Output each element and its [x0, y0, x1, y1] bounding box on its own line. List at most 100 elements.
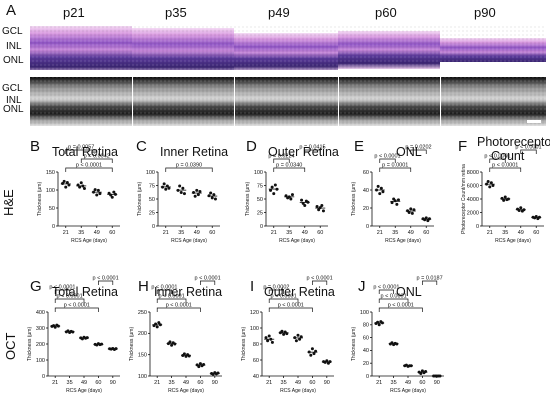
p-value-label: p < 0.0001: [484, 154, 510, 160]
y-tick-label: 100: [254, 170, 263, 176]
p-value-label: p < 0.0001: [278, 303, 304, 309]
y-tick-label: 0: [52, 224, 55, 230]
panel-letter: G: [30, 278, 42, 295]
y-axis-label: Thickness (µm): [351, 327, 357, 362]
y-tick-label: 20: [363, 361, 369, 367]
data-point: [310, 347, 314, 351]
y-axis-label: Thickness (µm): [245, 182, 251, 217]
x-tick-label: 60: [419, 380, 425, 386]
panel-letter-a: A: [6, 2, 17, 19]
data-point: [486, 179, 490, 183]
data-point: [522, 208, 526, 212]
p-value-label: p < 0.0001: [57, 294, 83, 300]
data-point: [170, 343, 174, 347]
y-axis-label: Thickness (µm): [129, 327, 135, 362]
panel-letter: F: [458, 138, 468, 155]
x-tick-label: 35: [286, 230, 292, 236]
data-point: [182, 192, 186, 196]
p-value-label: p < 0.0001: [515, 145, 541, 151]
x-tick-label: 21: [377, 230, 383, 236]
significance-bracket: [304, 149, 321, 154]
y-tick-label: 8000: [467, 170, 479, 176]
significance-bracket: [156, 307, 201, 312]
x-axis-label: RCS Age (days): [495, 238, 531, 244]
data-point: [307, 350, 311, 354]
data-point: [275, 187, 279, 191]
significance-bracket: [98, 280, 114, 285]
data-point: [95, 193, 99, 197]
x-tick-label: 90: [110, 380, 116, 386]
data-point: [158, 323, 162, 327]
data-point: [537, 215, 541, 219]
chart-title: Total Retina: [52, 285, 119, 299]
data-point: [489, 181, 493, 185]
data-point: [303, 203, 307, 207]
y-axis-label: Thickness (µm): [351, 182, 357, 217]
data-point: [165, 184, 169, 188]
data-point: [534, 215, 538, 219]
p-value-label: p < 0.0001: [49, 285, 75, 291]
data-point: [409, 364, 413, 368]
x-tick-label: 35: [67, 380, 73, 386]
data-point: [519, 206, 523, 210]
data-point: [272, 192, 276, 196]
data-point: [110, 195, 114, 199]
x-tick-label: 21: [271, 230, 277, 236]
x-axis-label: RCS Age (days): [168, 388, 204, 394]
p-value-label: p < 0.0001: [374, 154, 400, 160]
chart-title: ONL: [396, 285, 422, 299]
significance-bracket: [54, 307, 99, 312]
data-point: [76, 183, 80, 187]
data-point: [390, 201, 394, 205]
data-point: [424, 216, 428, 220]
data-point: [216, 371, 220, 375]
panel-letter: B: [30, 138, 41, 155]
x-tick-label: 60: [109, 230, 115, 236]
data-point: [273, 183, 277, 187]
data-point: [264, 336, 268, 340]
data-point: [269, 188, 273, 192]
data-point: [419, 371, 423, 375]
data-point: [56, 324, 60, 328]
data-point: [306, 200, 310, 204]
x-axis-label: RCS Age (days): [385, 238, 421, 244]
data-point: [212, 193, 216, 197]
chart-title: Total Retina: [52, 145, 119, 159]
data-point: [412, 208, 416, 212]
data-point: [209, 191, 213, 195]
data-point: [270, 185, 274, 189]
p-value-label: p < 0.0001: [381, 294, 407, 300]
x-tick-label: 49: [302, 230, 308, 236]
y-tick-label: 300: [36, 326, 45, 332]
y-tick-label: 25: [149, 210, 155, 216]
data-point: [176, 188, 180, 192]
y-tick-label: 0: [260, 224, 263, 230]
y-tick-label: 0: [366, 374, 369, 380]
layer-label: ONL: [3, 104, 24, 115]
p-value-label: p = 0.0390: [176, 163, 202, 169]
he-section: [30, 26, 546, 77]
p-value-label: p < 0.0001: [271, 294, 297, 300]
data-point: [381, 190, 385, 194]
y-tick-label: 100: [46, 188, 55, 194]
significance-bracket: [422, 280, 438, 285]
data-point: [410, 211, 414, 215]
histology-oct-strip: [30, 26, 546, 126]
p-value-label: p = 0.0002: [263, 285, 289, 291]
data-point: [280, 329, 284, 333]
data-point: [506, 197, 510, 201]
data-point: [503, 195, 507, 199]
x-tick-label: 21: [487, 230, 493, 236]
stage-label: p90: [474, 5, 496, 20]
data-point: [162, 182, 166, 186]
p-value-label: p < 0.0001: [388, 303, 414, 309]
data-point: [78, 185, 82, 189]
data-point: [300, 198, 304, 202]
panel-letter: C: [136, 138, 147, 155]
x-tick-label: 21: [376, 380, 382, 386]
data-point: [193, 194, 197, 198]
x-tick-label: 21: [163, 230, 169, 236]
data-point: [213, 197, 217, 201]
